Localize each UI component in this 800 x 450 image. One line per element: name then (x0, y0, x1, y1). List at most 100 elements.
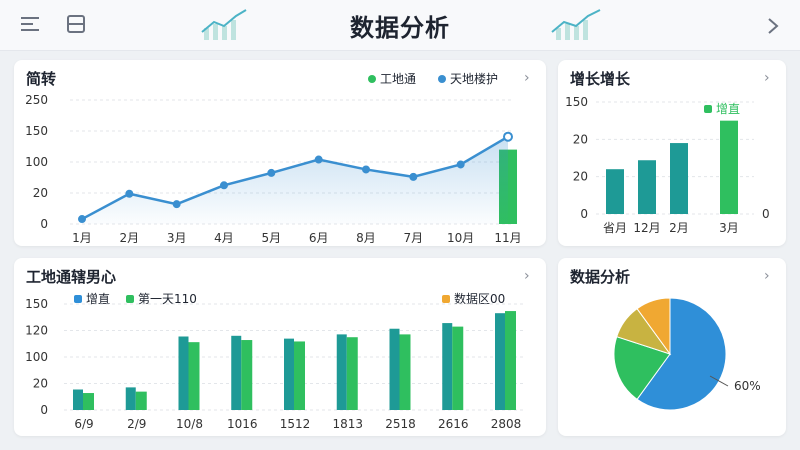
pie-percent-label: 60% (734, 379, 761, 393)
x-tick-label: 3月 (719, 221, 739, 235)
bar (638, 160, 656, 214)
bar (452, 326, 464, 410)
mini-chart-icon-left (201, 9, 247, 40)
mini-chart-icon-right (551, 9, 601, 40)
pie-slice (636, 297, 671, 356)
bar (125, 387, 136, 410)
bar (389, 328, 400, 410)
x-tick-label: 2518 (385, 417, 416, 431)
line-area (82, 136, 508, 224)
pie-slice (613, 336, 671, 401)
legend-swatch (126, 294, 134, 303)
x-tick-label: 10/8 (176, 417, 203, 431)
line-chart-title: 简转 (26, 70, 57, 88)
y-tick-label: 20 (573, 132, 588, 146)
grouped-legend-label-2: 第一天110 (138, 292, 197, 306)
x-tick-label: 省月 (603, 221, 627, 235)
x-tick-label: 4月 (214, 231, 234, 245)
x-tick-label: 6/9 (74, 417, 93, 431)
data-point (456, 160, 465, 169)
bar (336, 334, 347, 410)
y-tick-label: 250 (25, 93, 48, 107)
page-title: 数据分析 (350, 14, 450, 42)
grouped-legend-label-1: 增直 (86, 292, 111, 306)
x-tick-label: 7月 (404, 231, 424, 245)
line-chart: 250 150 100 20 0 1月 2月 3月 4月 5月 6月 8月 7月 10月 11月 (25, 93, 522, 245)
bar (720, 120, 738, 214)
pie-leader-line (709, 375, 729, 387)
data-point (267, 168, 276, 177)
data-point (220, 181, 228, 190)
bar (606, 169, 624, 214)
growth-legend: 增直 (704, 100, 740, 117)
y-tick-label: 20 (573, 170, 588, 184)
pie-card-chevron-icon[interactable]: › (764, 268, 770, 284)
menu-icon[interactable] (20, 14, 40, 34)
x-tick-label: 2月 (120, 231, 140, 245)
right-tick-label: 0 (762, 207, 770, 221)
data-point (314, 155, 323, 164)
line-legend-label-2: 天地楼护 (450, 72, 499, 86)
bar (83, 393, 94, 410)
bar (495, 313, 505, 410)
grouped-legend-1: 增直 (74, 290, 110, 307)
x-tick-label: 6月 (309, 231, 329, 245)
layout-icon-graphic (67, 15, 85, 33)
x-tick-label: 1016 (227, 417, 258, 431)
pie-chart-card: 数据分析 › 60% (558, 258, 786, 436)
line-legend-1: 工地通 (368, 70, 416, 87)
y-tick-label: 120 (25, 324, 48, 338)
legend-swatch (442, 294, 450, 303)
grouped-legend-3: 数据区00 (442, 290, 505, 307)
y-tick-label: 0 (40, 403, 48, 417)
grouped-bar-card: 工地通辖男心 增直 第一天110 数据区00 › 150 120 100 20 0 6/9… (14, 258, 546, 436)
growth-chart-card: 增长增长 增直 › 150 20 20 0 0 省月 12月 2月 3月 (558, 60, 786, 246)
y-tick-label: 100 (25, 155, 48, 169)
line-chart-card: 简转 工地通 天地楼护 › 250 150 100 20 0 1月 2月 3月 4月 5月 6月 8月… (14, 60, 546, 246)
legend-swatch (438, 74, 446, 83)
data-point (362, 165, 370, 174)
y-tick-label: 150 (25, 124, 48, 138)
growth-card-chevron-icon[interactable]: › (764, 70, 770, 86)
grouped-bar-title: 工地通辖男心 (26, 268, 117, 286)
grouped-legend-label-3: 数据区00 (454, 292, 506, 306)
bar (231, 335, 242, 410)
grouped-card-chevron-icon[interactable]: › (524, 268, 530, 284)
line-card-chevron-icon[interactable]: › (524, 70, 530, 86)
y-tick-label: 150 (25, 297, 48, 311)
y-tick-label: 100 (25, 350, 48, 364)
top-bar: 数据分析 (0, 0, 800, 51)
bar (188, 342, 200, 410)
y-tick-label: 0 (40, 217, 48, 231)
x-tick-label: 8月 (356, 231, 376, 245)
bar (284, 338, 294, 410)
bar (505, 311, 516, 410)
y-tick-label: 20 (33, 377, 48, 391)
chevron-right-icon[interactable] (764, 16, 782, 36)
legend-swatch (368, 74, 376, 83)
bar (670, 143, 688, 214)
y-tick-label: 0 (580, 207, 588, 221)
bar (399, 334, 411, 410)
data-point (409, 172, 418, 181)
growth-chart-title: 增长增长 (570, 70, 631, 88)
data-point (78, 215, 86, 224)
bar (135, 391, 147, 410)
y-tick-label: 20 (33, 186, 48, 200)
chevron-right-graphic (768, 18, 779, 34)
pie-chart: 60% (613, 297, 761, 411)
bar (346, 337, 358, 410)
x-tick-label: 12月 (633, 221, 660, 235)
x-tick-label: 1月 (72, 231, 92, 245)
x-tick-label: 1512 (280, 417, 311, 431)
x-tick-label: 10月 (447, 231, 474, 245)
data-point (172, 200, 181, 209)
grouped-bar-chart: 150 120 100 20 0 6/9 2/9 10/8 1016 1512 1813 2518 26… (25, 297, 524, 431)
x-tick-label: 5月 (262, 231, 282, 245)
x-tick-label: 2/9 (127, 417, 146, 431)
y-tick-label: 150 (565, 95, 588, 109)
layout-icon[interactable] (66, 14, 86, 34)
series-line (81, 135, 509, 221)
x-tick-label: 1813 (332, 417, 363, 431)
bar (294, 341, 305, 410)
